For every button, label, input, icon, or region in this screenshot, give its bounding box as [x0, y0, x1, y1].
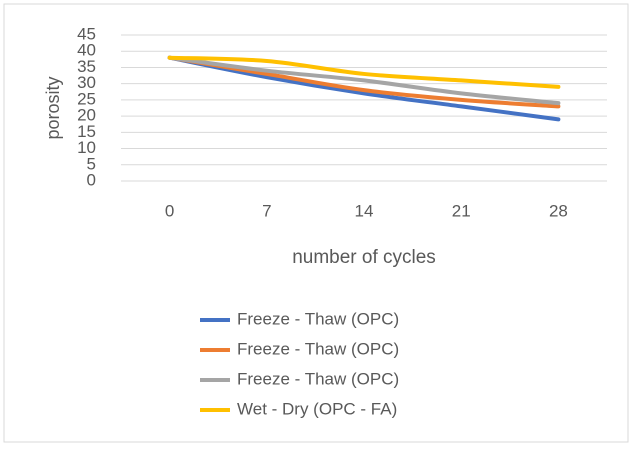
y-tick-label: 5	[87, 154, 96, 173]
y-tick-label: 45	[77, 24, 96, 43]
legend-label: Freeze - Thaw (OPC)	[237, 309, 399, 328]
legend-label: Freeze - Thaw (OPC)	[237, 339, 399, 358]
data-line	[167, 55, 561, 122]
y-tick-label: 0	[87, 170, 96, 189]
legend-label: Freeze - Thaw (OPC)	[237, 369, 399, 388]
x-tick-label: 28	[549, 201, 568, 220]
y-tick-label: 20	[77, 106, 96, 125]
data-line	[167, 55, 561, 106]
y-tick-label: 15	[77, 122, 96, 141]
x-tick-label: 7	[262, 201, 271, 220]
y-tick-label: 35	[77, 57, 96, 76]
y-axis-label: porosity	[43, 76, 63, 139]
x-tick-label: 0	[165, 201, 174, 220]
y-tick-label: 30	[77, 73, 96, 92]
legend-label: Wet - Dry (OPC - FA)	[237, 399, 397, 418]
x-axis-label: number of cycles	[292, 247, 436, 268]
x-tick-label: 21	[452, 201, 471, 220]
x-tick-label: 14	[355, 201, 374, 220]
data-line	[167, 55, 561, 89]
y-tick-label: 10	[77, 138, 96, 157]
y-tick-label: 25	[77, 89, 96, 108]
y-tick-label: 40	[77, 41, 96, 60]
